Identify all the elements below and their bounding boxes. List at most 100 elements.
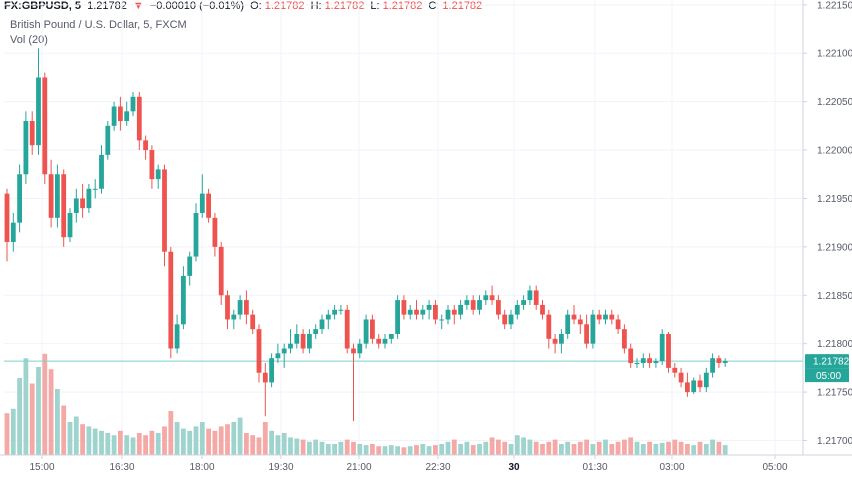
volume-bar [149, 430, 155, 455]
volume-bar [703, 444, 709, 455]
last-price: 1.21782 [87, 0, 127, 12]
candle-body [269, 358, 274, 383]
time-tick-label: 05:00 [762, 462, 787, 473]
time-tick-label: 01:30 [582, 462, 607, 473]
candle-body [502, 314, 508, 325]
candle-body [363, 319, 369, 344]
candle-body [533, 290, 539, 305]
candle-body [489, 295, 495, 301]
candle-body [634, 363, 640, 365]
volume-bar [716, 441, 722, 455]
volume-bar [420, 444, 426, 455]
candle-body [4, 193, 10, 243]
candle-body [552, 338, 558, 344]
volume-bar [325, 444, 331, 455]
candle-body [445, 309, 451, 320]
volume-bar [61, 405, 67, 455]
price-tick-label: 1.21750 [817, 388, 852, 399]
candle-body [29, 121, 35, 146]
volume-bar [55, 389, 60, 455]
price-tick-label: 1.21800 [817, 339, 852, 350]
volume-bar [92, 428, 98, 455]
volume-bar [319, 441, 325, 455]
volume-bar [615, 441, 621, 455]
volume-bar [67, 422, 73, 455]
volume-bar [609, 444, 615, 455]
candle-body [193, 212, 199, 257]
current-price-label: 1.21782 [813, 357, 850, 368]
candle-body [672, 367, 678, 373]
symbol-name[interactable]: FX:GBPUSD, 5 [4, 0, 82, 12]
volume-bar [300, 439, 306, 455]
volume-bar [577, 441, 583, 455]
volume-bar [344, 439, 350, 455]
time-tick-label: 30 [508, 462, 520, 473]
candle-body [206, 193, 211, 218]
price-tick-label: 1.21850 [817, 291, 852, 302]
volume-bar [439, 444, 445, 455]
candle-body [590, 314, 596, 344]
volume-bar [603, 439, 608, 455]
volume-bar [143, 435, 148, 455]
candle-body [716, 358, 722, 364]
candle-body [628, 348, 634, 364]
candle-body [10, 222, 16, 243]
volume-bar [697, 441, 703, 455]
volume-bar [256, 437, 262, 455]
candle-body [23, 121, 29, 175]
volume-bar [395, 446, 400, 455]
volume-bar [489, 437, 495, 455]
candle-body [124, 111, 130, 122]
volume-bar [722, 445, 728, 455]
volume-bar [136, 433, 142, 455]
candle-body [451, 309, 457, 315]
candle-body [275, 353, 281, 359]
price-axis[interactable]: 1.22150 1.22100 1.22050 1.22000 1.21950 1.219… [802, 0, 852, 455]
candle-body [596, 314, 602, 320]
volume-bar [666, 441, 671, 455]
volume-bar [23, 358, 29, 455]
volume-bar [521, 437, 526, 455]
candle-body [319, 319, 325, 330]
countdown-badge [805, 368, 849, 383]
candle-body [86, 188, 92, 209]
volume-indicator-label[interactable]: Vol (20) [10, 34, 48, 46]
volume-bar [105, 433, 111, 455]
price-tick-label: 1.22000 [817, 146, 852, 157]
candle-body [332, 309, 337, 315]
candle-body [80, 198, 85, 209]
volume-bar [231, 422, 237, 455]
candle-body [237, 300, 243, 315]
open-label: O: [250, 0, 262, 12]
time-axis[interactable]: 15:00 16:30 18:00 19:30 21:00 22:30 30 01:30 03:… [0, 454, 852, 485]
volume-bar [124, 435, 130, 455]
candle-body [685, 382, 690, 393]
volume-bar [225, 424, 230, 455]
candle-body [67, 212, 73, 238]
low-label: L: [370, 0, 380, 12]
volume-bar [212, 430, 218, 455]
candle-body [666, 333, 671, 368]
candle-body [281, 348, 287, 354]
candle-body [307, 333, 312, 349]
candle-body [99, 154, 104, 189]
volume-bar [514, 435, 520, 455]
volume-bar [376, 446, 382, 455]
volume-bar [672, 439, 678, 455]
candle-body [640, 358, 646, 364]
candle-body [565, 314, 571, 334]
candle-body [647, 358, 652, 364]
candle-body [508, 314, 514, 325]
candle-body [584, 324, 589, 344]
candle-body [458, 304, 463, 315]
current-price-badge [805, 354, 849, 369]
volume-bar [571, 444, 577, 455]
volume-bar [508, 444, 514, 455]
candle-body [433, 304, 438, 320]
time-tick-label: 21:00 [346, 462, 371, 473]
candle-body [603, 314, 608, 320]
price-tick-label: 1.21950 [817, 194, 852, 205]
candle-body [225, 295, 230, 320]
candle-body [256, 329, 262, 373]
